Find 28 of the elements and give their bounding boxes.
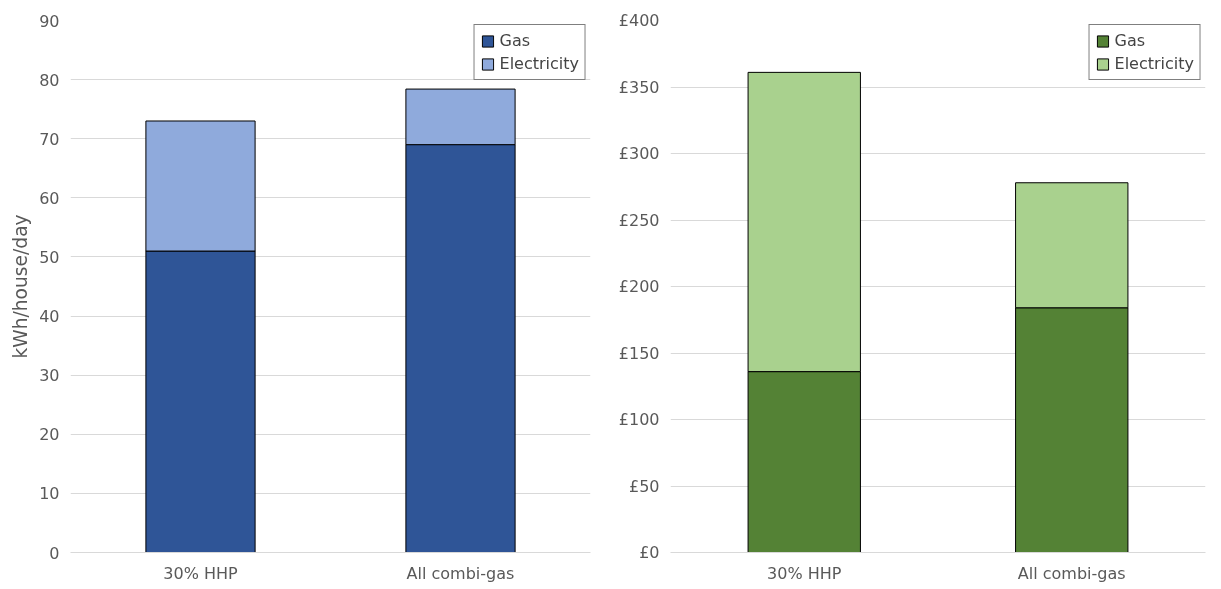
y-tick-label: £150: [618, 343, 660, 363]
x-tick-label: 30% HHP: [163, 563, 239, 583]
y-tick-label: 90: [39, 11, 60, 31]
y-tick-label: £50: [628, 476, 660, 496]
y-tick-label: £100: [618, 410, 660, 429]
legend-label: Gas: [499, 31, 531, 50]
y-tick-label: £400: [618, 11, 660, 30]
y-tick-label: 70: [39, 129, 60, 149]
legend-label: Gas: [1114, 31, 1146, 50]
y-axis-title: kWh/house/day: [10, 214, 32, 359]
y-tick-label: 80: [39, 70, 60, 90]
y-tick-label: 0: [49, 543, 60, 563]
y-tick-label: £250: [618, 210, 660, 230]
y-tick-label: £300: [618, 144, 660, 163]
x-tick-label: 30% HHP: [767, 563, 842, 583]
legend-label: Electricity: [1114, 54, 1194, 73]
x-tick-label: All combi-gas: [406, 563, 515, 583]
y-tick-label: 20: [39, 425, 60, 445]
y-tick-label: £200: [618, 277, 660, 296]
y-tick-label: 50: [39, 247, 60, 267]
y-tick-label: £350: [618, 77, 660, 97]
y-tick-label: 40: [39, 307, 60, 327]
y-tick-label: 60: [39, 188, 60, 208]
y-tick-label: £0: [639, 543, 660, 562]
y-tick-label: 10: [39, 484, 60, 504]
x-tick-label: All combi-gas: [1017, 563, 1126, 583]
legend-label: Electricity: [499, 54, 579, 73]
y-tick-label: 30: [39, 366, 60, 386]
